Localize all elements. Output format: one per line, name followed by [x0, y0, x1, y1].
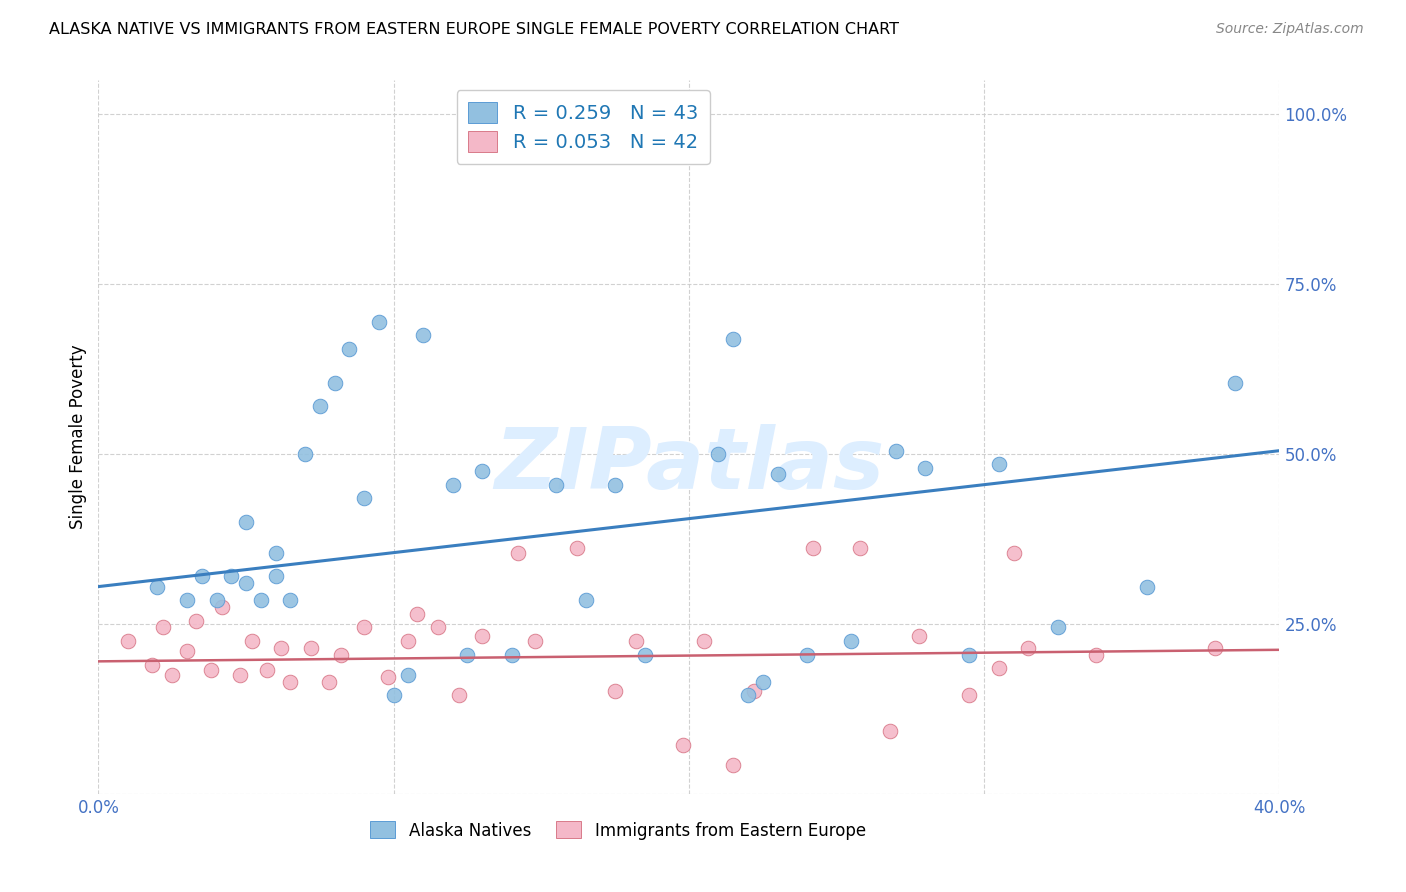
Text: Source: ZipAtlas.com: Source: ZipAtlas.com	[1216, 22, 1364, 37]
Point	[382, 689, 405, 703]
Point	[693, 634, 716, 648]
Point	[280, 674, 302, 689]
Point	[766, 467, 789, 482]
Point	[575, 593, 598, 607]
Point	[1136, 580, 1159, 594]
Point	[229, 668, 252, 682]
Y-axis label: Single Female Poverty: Single Female Poverty	[69, 345, 87, 529]
Point	[329, 648, 352, 662]
Point	[959, 689, 981, 703]
Point	[256, 663, 278, 677]
Point	[294, 447, 316, 461]
Point	[1002, 546, 1025, 560]
Point	[524, 634, 547, 648]
Point	[634, 648, 657, 662]
Point	[235, 576, 257, 591]
Point	[339, 342, 361, 356]
Point	[191, 569, 214, 583]
Point	[427, 620, 450, 634]
Point	[398, 634, 420, 648]
Point	[250, 593, 273, 607]
Point	[146, 580, 169, 594]
Point	[406, 607, 429, 621]
Point	[162, 668, 183, 682]
Point	[184, 614, 207, 628]
Legend: Alaska Natives, Immigrants from Eastern Europe: Alaska Natives, Immigrants from Eastern …	[364, 814, 872, 847]
Point	[318, 674, 340, 689]
Point	[1225, 376, 1247, 390]
Point	[959, 648, 981, 662]
Point	[1085, 648, 1108, 662]
Point	[441, 477, 464, 491]
Point	[309, 400, 332, 414]
Point	[240, 634, 263, 648]
Point	[605, 683, 627, 698]
Point	[723, 332, 745, 346]
Point	[737, 689, 759, 703]
Point	[205, 593, 228, 607]
Point	[471, 464, 494, 478]
Point	[884, 443, 907, 458]
Point	[176, 644, 198, 658]
Point	[988, 457, 1011, 471]
Point	[501, 648, 523, 662]
Point	[200, 663, 222, 677]
Point	[1018, 640, 1040, 655]
Point	[270, 640, 292, 655]
Point	[353, 620, 375, 634]
Point	[908, 629, 931, 643]
Point	[117, 634, 139, 648]
Point	[801, 541, 824, 555]
Point	[506, 546, 529, 560]
Point	[471, 629, 494, 643]
Point	[353, 491, 375, 506]
Point	[221, 569, 243, 583]
Point	[264, 546, 287, 560]
Text: ALASKA NATIVE VS IMMIGRANTS FROM EASTERN EUROPE SINGLE FEMALE POVERTY CORRELATIO: ALASKA NATIVE VS IMMIGRANTS FROM EASTERN…	[49, 22, 900, 37]
Point	[323, 376, 346, 390]
Point	[723, 758, 745, 772]
Point	[152, 620, 174, 634]
Point	[988, 661, 1011, 675]
Point	[546, 477, 568, 491]
Point	[624, 634, 647, 648]
Point	[1204, 640, 1226, 655]
Point	[457, 648, 479, 662]
Point	[264, 569, 287, 583]
Point	[879, 724, 901, 739]
Point	[377, 670, 399, 684]
Point	[141, 657, 163, 672]
Point	[447, 689, 470, 703]
Point	[280, 593, 302, 607]
Point	[235, 515, 257, 529]
Text: ZIPatlas: ZIPatlas	[494, 424, 884, 508]
Point	[796, 648, 818, 662]
Point	[565, 541, 588, 555]
Point	[841, 634, 863, 648]
Point	[398, 668, 420, 682]
Point	[849, 541, 872, 555]
Point	[707, 447, 730, 461]
Point	[752, 674, 775, 689]
Point	[605, 477, 627, 491]
Point	[1046, 620, 1070, 634]
Point	[176, 593, 198, 607]
Point	[914, 460, 936, 475]
Point	[530, 124, 553, 138]
Point	[299, 640, 322, 655]
Point	[368, 314, 391, 328]
Point	[211, 599, 233, 614]
Point	[672, 738, 695, 752]
Point	[412, 328, 434, 343]
Point	[742, 683, 765, 698]
